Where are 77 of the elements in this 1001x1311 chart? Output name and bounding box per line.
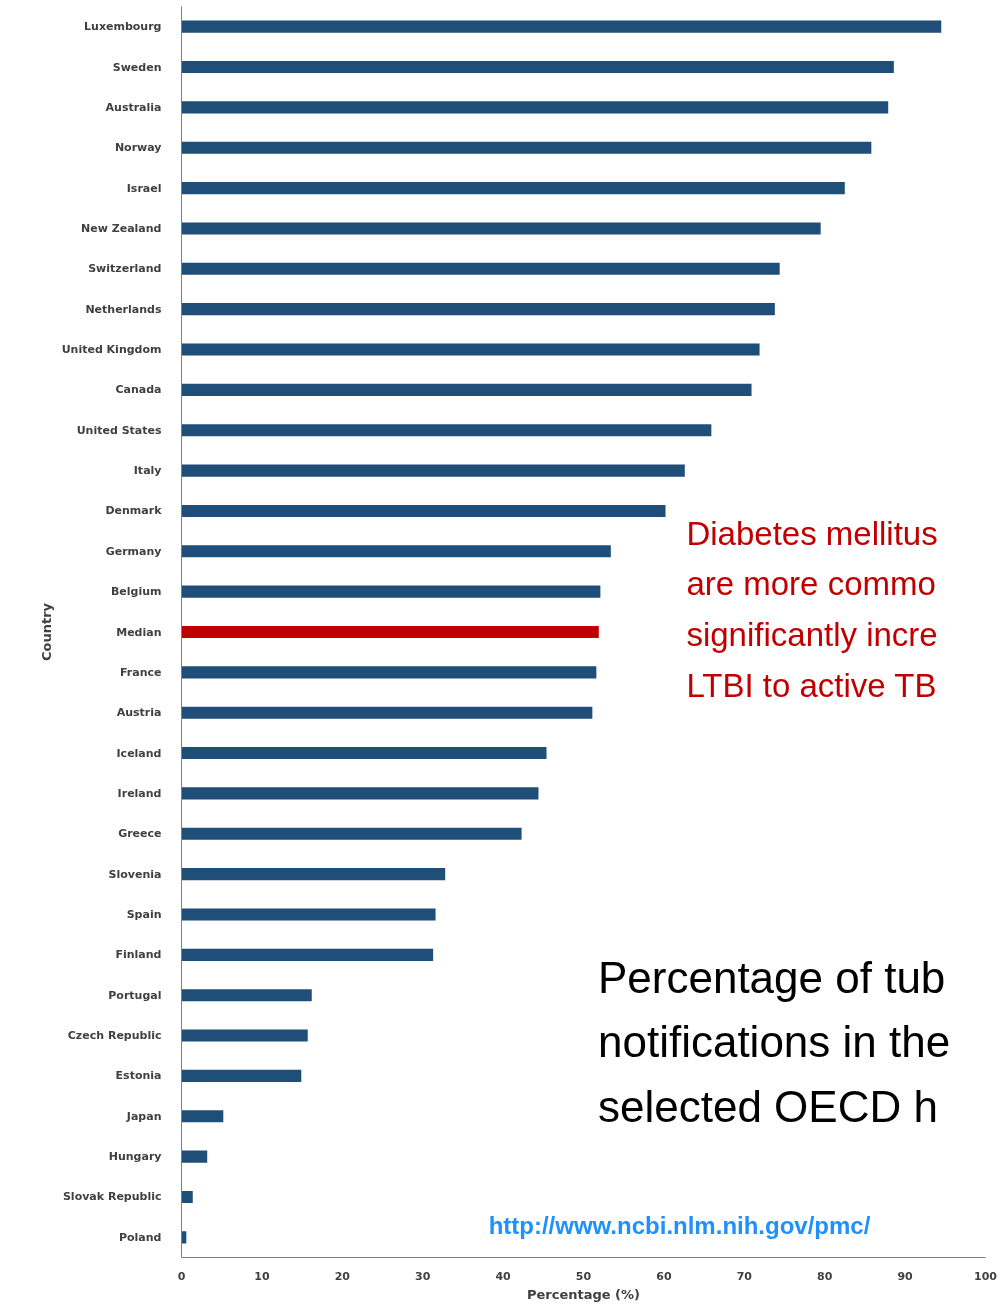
bar	[181, 625, 599, 639]
bar	[181, 1190, 193, 1204]
y-tick-label: Israel	[126, 181, 162, 195]
y-tick-label: United States	[76, 423, 162, 437]
bar	[181, 303, 775, 316]
y-tick-label: Portugal	[108, 988, 162, 1002]
y-tick-label: New Zealand	[81, 221, 162, 235]
y-tick-label: Slovenia	[108, 867, 162, 881]
y-tick-label: Hungary	[108, 1150, 162, 1164]
y-tick-label: Slovak Republic	[62, 1190, 162, 1204]
bar	[181, 141, 872, 154]
y-tick-label: Italy	[133, 464, 162, 478]
bar	[181, 424, 712, 437]
bar	[181, 1069, 302, 1082]
y-tick-label: Netherlands	[85, 302, 162, 316]
x-tick-label: 30	[415, 1269, 431, 1283]
bar	[181, 504, 666, 517]
bar	[181, 787, 539, 800]
bar	[181, 868, 446, 881]
bar	[181, 1150, 208, 1163]
y-axis-title: Country	[38, 602, 54, 662]
bar	[181, 747, 547, 760]
y-tick-label: Australia	[105, 100, 162, 114]
bar	[181, 545, 611, 558]
bar	[181, 222, 821, 235]
y-tick-label: United Kingdom	[61, 343, 162, 357]
x-tick-label: 20	[334, 1269, 351, 1283]
x-tick-label: 80	[817, 1269, 833, 1283]
y-tick-label: France	[120, 665, 162, 679]
y-tick-label: Switzerland	[88, 262, 162, 276]
y-tick-label: Japan	[125, 1109, 162, 1123]
bar	[181, 827, 522, 840]
bar	[181, 585, 601, 598]
x-tick-label: 100	[974, 1269, 998, 1283]
y-tick-label: Czech Republic	[67, 1029, 162, 1043]
y-tick-label: Denmark	[105, 504, 163, 518]
y-tick-label: Belgium	[110, 585, 162, 599]
y-tick-label: Poland	[118, 1230, 162, 1244]
bar	[181, 948, 434, 961]
y-tick-label: Finland	[115, 948, 162, 962]
y-tick-label: Greece	[118, 827, 162, 841]
y-tick-label: Austria	[116, 706, 162, 720]
bar	[181, 383, 752, 396]
annotation: http://www.ncbi.nlm.nih.gov/pmc/	[488, 1211, 871, 1239]
bar	[181, 182, 845, 195]
y-tick-label: Germany	[105, 544, 162, 558]
x-tick-label: 0	[177, 1269, 186, 1283]
bar	[181, 262, 780, 275]
bar	[181, 989, 312, 1002]
y-tick-label: Iceland	[116, 746, 162, 760]
x-tick-label: 40	[495, 1269, 512, 1283]
bar	[181, 20, 942, 33]
annotation: Diabetes mellitus are more commo significantly incre LTBI to active TB	[686, 514, 938, 705]
annotation: Percentage of tub notifications in the selected OECD h	[597, 952, 951, 1131]
bar	[181, 908, 436, 921]
bar	[181, 343, 760, 356]
bar	[181, 101, 889, 114]
y-tick-label: Sweden	[112, 60, 162, 74]
y-tick-label: Canada	[115, 383, 162, 397]
x-tick-label: 90	[897, 1269, 914, 1283]
x-tick-label: 60	[656, 1269, 672, 1283]
x-tick-label: 50	[575, 1269, 592, 1283]
bar	[181, 706, 593, 719]
y-tick-label: Luxembourg	[84, 20, 162, 34]
y-tick-label: Median	[116, 625, 162, 639]
y-tick-label: Ireland	[117, 786, 162, 800]
y-tick-label: Spain	[126, 907, 162, 921]
x-tick-label: 70	[736, 1269, 753, 1283]
bar	[181, 1110, 224, 1123]
y-tick-label: Norway	[114, 141, 162, 155]
bar	[181, 1029, 308, 1042]
x-tick-label: 10	[254, 1269, 270, 1283]
bar	[181, 666, 597, 679]
bar	[181, 464, 685, 477]
bar	[181, 60, 894, 74]
y-tick-label: Estonia	[115, 1069, 162, 1083]
x-axis-title: Percentage (%)	[526, 1286, 641, 1302]
